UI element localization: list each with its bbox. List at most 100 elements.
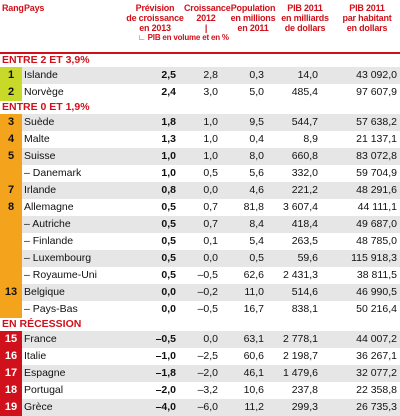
croissance-2012: –0,5: [197, 269, 218, 281]
prevision-2013: 1,8: [161, 116, 176, 128]
prevision-2013: –1,8: [155, 367, 176, 379]
croissance-2012: 2,8: [203, 69, 218, 81]
header-pib-habitant-line2: par habitant: [342, 13, 392, 23]
pib-par-habitant: 49 687,0: [356, 218, 397, 230]
pib-par-habitant: 83 072,8: [356, 150, 397, 162]
pib-2011: 2 198,7: [282, 350, 318, 362]
population-2011: 11,2: [244, 401, 264, 413]
rank-badge: 3: [0, 114, 22, 131]
rank-badge: 7: [0, 182, 22, 199]
rank-badge: 16: [0, 348, 22, 365]
country-name: – Pays-Bas: [24, 303, 78, 315]
pib-2011: 418,4: [291, 218, 318, 230]
pib-par-habitant: 22 358,8: [356, 384, 397, 396]
table-row: 17 Espagne –1,8 –2,0 46,1 1 479,6 32 077…: [0, 365, 400, 382]
croissance-2012: 0,1: [203, 235, 218, 247]
croissance-2012: –0,5: [197, 303, 218, 315]
country-name: – Finlande: [24, 235, 74, 247]
table-row: 18 Portugal –2,0 –3,2 10,6 237,8 22 358,…: [0, 382, 400, 399]
croissance-2012: –0,2: [197, 286, 218, 298]
header-prevision-line4: ∟ PIB en volume et en %: [138, 33, 229, 42]
population-2011: 81,8: [243, 201, 264, 213]
pib-2011: 2 431,3: [282, 269, 318, 281]
table-row: – Pays-Bas 0,0 –0,5 16,7 838,1 50 216,4: [0, 301, 400, 318]
table-row: – Royaume-Uni 0,5 –0,5 62,6 2 431,3 38 8…: [0, 267, 400, 284]
pib-par-habitant: 48 785,0: [356, 235, 397, 247]
header-population-line3: en 2011: [237, 23, 269, 33]
pib-par-habitant: 26 735,3: [356, 401, 397, 413]
pib-par-habitant: 36 267,1: [356, 350, 397, 362]
country-name: Allemagne: [24, 201, 74, 213]
header-prevision-line3: en 2013: [139, 23, 171, 33]
rank-badge: [0, 233, 22, 250]
country-name: Malte: [24, 133, 50, 145]
prevision-2013: 0,5: [161, 201, 176, 213]
table-row: 16 Italie –1,0 –2,5 60,6 2 198,7 36 267,…: [0, 348, 400, 365]
table-row: – Luxembourg 0,5 0,0 0,5 59,6 115 918,3: [0, 250, 400, 267]
rank-badge: [0, 301, 22, 318]
country-name: Suède: [24, 116, 55, 128]
header-pib-habitant: PIB 2011 par habitant en dollars: [336, 3, 398, 33]
population-2011: 9,5: [249, 116, 264, 128]
pib-par-habitant: 115 918,3: [351, 252, 397, 264]
table-row: 13 Belgique 0,0 –0,2 11,0 514,6 46 990,5: [0, 284, 400, 301]
rank-badge: 19: [0, 399, 22, 416]
population-2011: 63,1: [243, 333, 264, 345]
population-2011: 5,0: [249, 86, 264, 98]
pib-par-habitant: 21 137,1: [356, 133, 397, 145]
population-2011: 10,6: [243, 384, 264, 396]
prevision-2013: 1,0: [161, 150, 176, 162]
header-rang: Rang: [2, 3, 24, 13]
population-2011: 0,3: [249, 69, 264, 81]
country-name: – Royaume-Uni: [24, 269, 97, 281]
pib-par-habitant: 59 704,9: [356, 167, 397, 179]
table-row: 7 Irlande 0,8 0,0 4,6 221,2 48 291,6: [0, 182, 400, 199]
rank-badge: 5: [0, 148, 22, 165]
header-pib-habitant-line1: PIB 2011: [349, 3, 385, 13]
pib-par-habitant: 44 007,2: [356, 333, 397, 345]
country-name: Italie: [24, 350, 47, 362]
rank-badge: [0, 250, 22, 267]
table-row: 15 France –0,5 0,0 63,1 2 778,1 44 007,2: [0, 331, 400, 348]
population-2011: 0,5: [249, 252, 264, 264]
pib-par-habitant: 46 990,5: [356, 286, 397, 298]
country-name-text: Danemark: [32, 167, 82, 179]
population-2011: 46,1: [243, 367, 264, 379]
population-2011: 16,7: [243, 303, 264, 315]
prevision-2013: 0,8: [161, 184, 176, 196]
prevision-2013: 1,0: [161, 167, 176, 179]
croissance-2012: 0,0: [203, 184, 218, 196]
header-divider: [0, 52, 400, 54]
header-population: Population en millions en 2011: [230, 3, 276, 33]
table-row: 1 Islande 2,5 2,8 0,3 14,0 43 092,0: [0, 67, 400, 84]
country-name: Espagne: [24, 367, 66, 379]
section-entre-0-et-1-9: ENTRE 0 ET 1,9%: [2, 101, 90, 113]
pib-par-habitant: 50 216,4: [356, 303, 397, 315]
prevision-2013: 0,0: [161, 303, 176, 315]
pib-2011: 3 607,4: [282, 201, 318, 213]
country-name-text: Royaume-Uni: [32, 269, 97, 281]
pib-par-habitant: 43 092,0: [356, 69, 397, 81]
section-en-recession: EN RÉCESSION: [2, 318, 82, 330]
rank-badge: 4: [0, 131, 22, 148]
croissance-2012: 1,0: [203, 116, 218, 128]
pib-2011: 237,8: [291, 384, 318, 396]
table-header: Rang Pays Prévision de croissance en 201…: [0, 0, 400, 52]
header-pib-line3: de dollars: [284, 23, 326, 33]
table-row: 4 Malte 1,3 1,0 0,4 8,9 21 137,1: [0, 131, 400, 148]
table-row: 19 Grèce –4,0 –6,0 11,2 299,3 26 735,3: [0, 399, 400, 416]
croissance-2012: 1,0: [203, 133, 218, 145]
table-row: 3 Suède 1,8 1,0 9,5 544,7 57 638,2: [0, 114, 400, 131]
country-name: – Danemark: [24, 167, 82, 179]
header-population-line2: en millions: [230, 13, 276, 23]
croissance-2012: 0,0: [203, 252, 218, 264]
prevision-2013: 0,5: [161, 252, 176, 264]
population-2011: 60,6: [243, 350, 264, 362]
header-pib-habitant-line3: en dollars: [346, 23, 388, 33]
prevision-2013: 2,4: [161, 86, 176, 98]
pib-2011: 221,2: [291, 184, 318, 196]
croissance-2012: 0,7: [203, 218, 218, 230]
table-row: – Finlande 0,5 0,1 5,4 263,5 48 785,0: [0, 233, 400, 250]
table-row: – Autriche 0,5 0,7 8,4 418,4 49 687,0: [0, 216, 400, 233]
header-pays: Pays: [24, 3, 45, 13]
